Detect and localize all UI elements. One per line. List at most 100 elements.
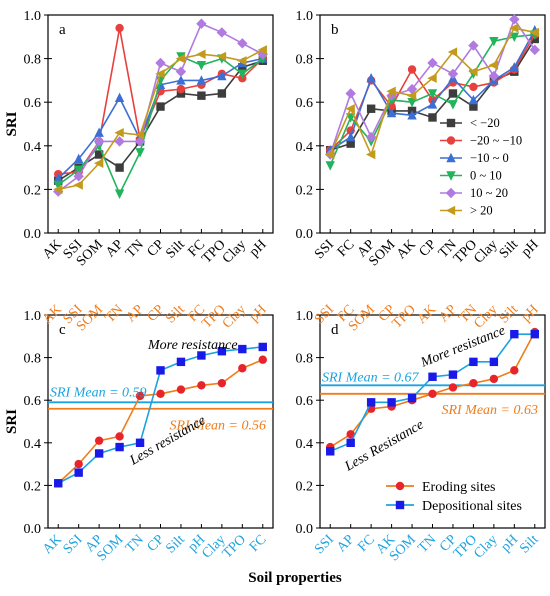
x-tick-label: FC <box>335 237 358 260</box>
y-tick-label: 1.0 <box>24 9 42 24</box>
y-tick-label: 1.0 <box>24 309 42 324</box>
y-tick-label: 0.2 <box>24 479 42 494</box>
data-point <box>365 131 377 143</box>
panel-label: c <box>59 322 66 338</box>
data-point <box>216 51 227 62</box>
data-point <box>406 90 417 101</box>
data-point <box>428 372 437 381</box>
data-point <box>427 89 438 99</box>
y-tick-label: 0.2 <box>296 183 314 198</box>
data-point <box>529 44 540 56</box>
data-point <box>175 53 186 64</box>
data-point <box>94 436 104 445</box>
data-point <box>448 89 458 98</box>
data-point <box>469 378 478 388</box>
x-tick-label: CP <box>417 237 440 260</box>
data-point <box>156 366 165 375</box>
y-tick-label: 0.6 <box>296 394 314 409</box>
y-tick-label: 0.6 <box>296 96 314 111</box>
panel-label: b <box>331 22 339 38</box>
mean-label: SRI Mean = 0.56 <box>169 419 266 434</box>
data-point <box>237 69 248 80</box>
x-tick-label-depositional: FC <box>355 532 378 555</box>
x-tick-label: AK <box>394 237 419 262</box>
data-point <box>135 391 145 401</box>
data-point <box>196 60 207 71</box>
data-point <box>176 75 186 85</box>
series-line <box>58 27 264 175</box>
data-point <box>488 70 500 82</box>
data-point <box>407 98 417 108</box>
panel-label: a <box>59 22 66 38</box>
data-point <box>510 329 519 339</box>
legend-label: 10 ~ 20 <box>470 186 508 200</box>
y-tick-label: 0.0 <box>296 227 314 242</box>
data-point <box>94 127 104 137</box>
y-tick-label: 0.4 <box>24 140 42 155</box>
data-point <box>325 149 335 160</box>
x-tick-label-depositional: Silt <box>517 532 541 556</box>
x-tick-label-depositional: FC <box>247 532 270 555</box>
x-tick-label-depositional: AP <box>334 532 357 555</box>
data-point <box>115 442 124 452</box>
data-point <box>406 83 418 95</box>
legend-marker <box>446 152 456 163</box>
data-point <box>115 432 124 441</box>
data-point <box>93 136 105 147</box>
data-point <box>74 459 83 469</box>
data-point <box>217 378 227 388</box>
data-point <box>114 136 125 147</box>
data-point <box>197 381 206 390</box>
data-point <box>468 66 478 77</box>
data-point <box>135 148 145 158</box>
data-point <box>197 351 206 360</box>
data-point <box>135 438 145 447</box>
x-tick-label-depositional: CP <box>145 532 168 555</box>
data-point <box>196 18 207 29</box>
data-point <box>156 389 165 399</box>
legend-marker <box>395 481 405 491</box>
x-tick-label: AP <box>103 237 126 260</box>
data-point <box>427 73 437 83</box>
data-point <box>345 131 356 142</box>
panel-d: 0.00.20.40.60.81.0dSSIAPFCAKSOMTNCPTPOCl… <box>296 302 546 564</box>
data-point <box>509 62 520 72</box>
panel-a: 0.00.20.40.60.81.0SRIaAKSSISOMAPTNCPSilt… <box>4 9 274 269</box>
panel-c: 0.00.20.40.60.81.0SRIcAKSSIAPSOMTNCPSilt… <box>4 302 274 564</box>
data-point <box>447 47 458 57</box>
mean-label: SRI Mean = 0.63 <box>441 403 538 418</box>
x-tick-label-eroding: pH <box>247 302 270 325</box>
data-point <box>366 398 376 407</box>
data-point <box>325 161 335 171</box>
data-point <box>407 110 417 120</box>
series-line <box>58 49 264 191</box>
data-point <box>346 430 355 439</box>
x-axis-title: Soil properties <box>248 570 342 586</box>
mean-label: SRI Mean = 0.59 <box>50 385 147 400</box>
data-point <box>366 73 376 83</box>
data-point <box>94 150 104 159</box>
data-point <box>238 63 247 72</box>
legend-marker <box>445 187 457 199</box>
y-tick-label: 1.0 <box>296 309 314 324</box>
data-point <box>448 383 458 392</box>
x-tick-label-eroding: pH <box>519 302 542 325</box>
x-tick-label: pH <box>247 237 270 260</box>
data-point <box>176 89 186 98</box>
data-point <box>217 70 227 81</box>
data-point <box>346 139 355 148</box>
data-point <box>216 27 228 38</box>
data-point <box>53 184 63 195</box>
data-point <box>73 171 84 182</box>
data-point <box>469 102 478 111</box>
y-tick-label: 0.4 <box>24 437 42 452</box>
y-tick-label: 0.8 <box>296 352 314 367</box>
y-tick-label: 0.8 <box>296 53 314 68</box>
y-tick-label: 0.0 <box>24 227 42 242</box>
data-point <box>428 113 437 122</box>
data-point <box>468 94 479 105</box>
x-tick-label-depositional: TN <box>123 532 147 556</box>
data-point <box>345 104 355 114</box>
data-point <box>448 370 458 379</box>
y-tick-label: 0.2 <box>296 479 314 494</box>
